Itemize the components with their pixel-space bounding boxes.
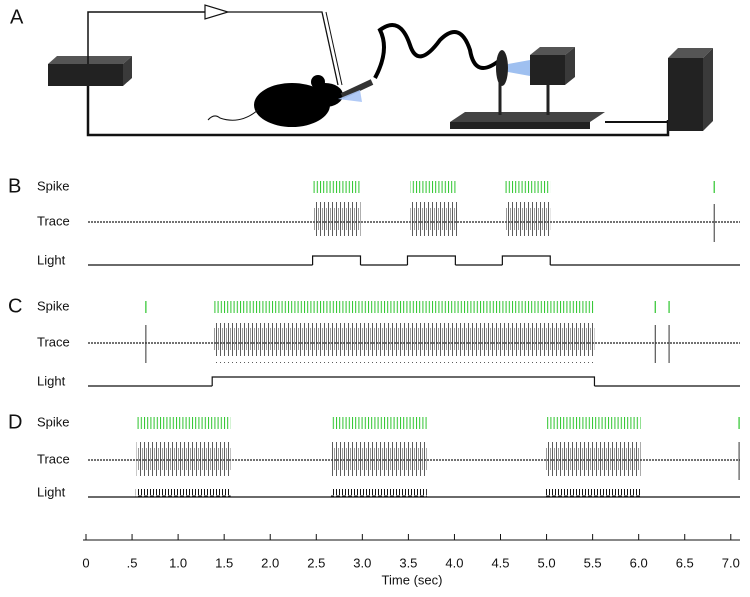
panel-label: B (8, 175, 21, 197)
x-tick-label: 5.5 (584, 555, 602, 570)
light-pulse-train (331, 489, 427, 498)
x-tick-label: 6.5 (676, 555, 694, 570)
trace-label: Trace (37, 334, 70, 349)
light-mask (502, 263, 551, 267)
panel-label: C (8, 295, 22, 317)
light-label: Light (37, 252, 66, 267)
x-axis-label: Time (sec) (382, 572, 443, 587)
light-mask (407, 263, 456, 267)
light-pulse (406, 255, 456, 265)
trace-burst (331, 440, 427, 480)
x-tick-label: 1.0 (169, 555, 187, 570)
trace-burst (545, 440, 641, 480)
x-tick-label: 4.0 (445, 555, 463, 570)
x-tick-label: 6.0 (630, 555, 648, 570)
x-tick-label: 7.0 (722, 555, 740, 570)
light-pulse-train (544, 489, 641, 498)
spike-burst (136, 417, 231, 429)
light-label: Light (37, 484, 66, 499)
trace-burst (213, 323, 595, 363)
spike-burst (213, 301, 595, 313)
trace-label: Trace (37, 213, 70, 228)
x-tick-label: 0 (82, 555, 89, 570)
x-tick-label: 2.5 (307, 555, 325, 570)
x-tick-label: 4.5 (491, 555, 509, 570)
spike-burst (313, 181, 361, 193)
trace-burst (313, 202, 361, 242)
panel-label: A (10, 6, 24, 28)
light-pulse (501, 255, 551, 265)
light-pulse-train (135, 489, 231, 498)
spike-burst (410, 181, 458, 193)
x-tick-label: 3.5 (399, 555, 417, 570)
x-tick-label: 2.0 (261, 555, 279, 570)
trace-label: Trace (37, 451, 70, 466)
spike-label: Spike (37, 298, 70, 313)
light-pulse (211, 376, 596, 386)
light-mask (212, 384, 595, 388)
spike-label: Spike (37, 178, 70, 193)
light-pulse (311, 255, 362, 265)
light-label: Light (37, 373, 66, 388)
trace-burst (410, 202, 458, 242)
spike-burst (331, 417, 427, 429)
trace-burst (136, 440, 231, 480)
spike-burst (505, 181, 551, 193)
x-tick-label: 3.0 (353, 555, 371, 570)
spike-burst (545, 417, 641, 429)
spike-label: Spike (37, 414, 70, 429)
setup-diagram (48, 4, 713, 137)
trace-burst (505, 202, 551, 242)
x-tick-label: .5 (127, 555, 138, 570)
x-tick-label: 5.0 (538, 555, 556, 570)
light-mask (312, 263, 361, 267)
panel-label: D (8, 411, 22, 433)
x-tick-label: 1.5 (215, 555, 233, 570)
